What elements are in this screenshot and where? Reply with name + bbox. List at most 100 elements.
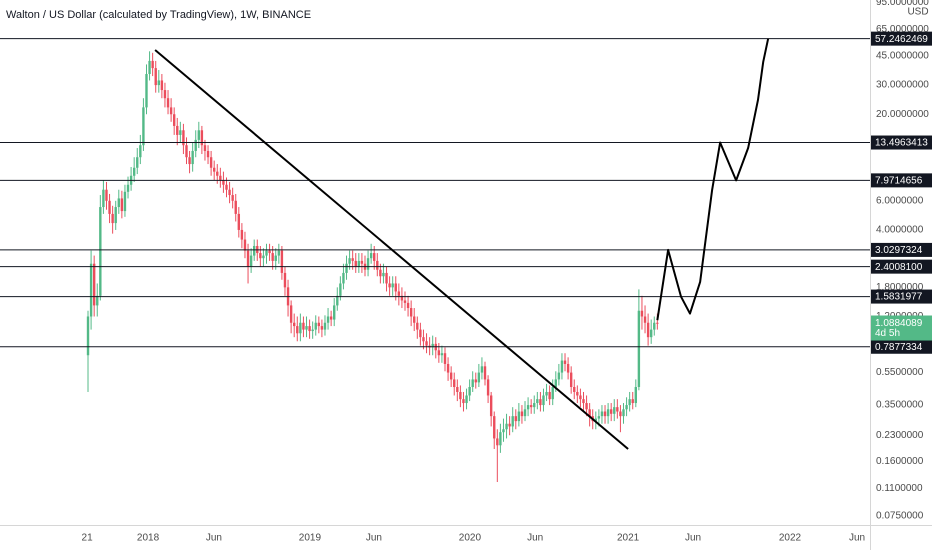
candle-body — [536, 399, 539, 404]
candle-body — [348, 258, 351, 264]
candle-body — [169, 107, 173, 115]
candle-body — [182, 130, 185, 146]
candle-body — [259, 253, 262, 259]
candle-body — [640, 310, 644, 317]
candle-body — [548, 391, 551, 400]
candle-body — [277, 250, 281, 256]
candle-body — [326, 316, 330, 323]
candle-body — [397, 291, 401, 296]
candle-body — [228, 189, 231, 196]
candle-body — [388, 283, 391, 288]
candle-body — [566, 363, 570, 373]
candle-body — [413, 316, 416, 323]
candle-body — [474, 379, 477, 383]
candle-body — [351, 258, 354, 261]
candle-body — [92, 263, 96, 306]
candle-body — [86, 316, 90, 356]
candle-body — [631, 399, 634, 404]
candle-body — [142, 107, 145, 146]
candle-body — [299, 322, 302, 334]
candle-body — [394, 283, 397, 292]
candle-body — [517, 411, 521, 422]
candle-body — [446, 363, 450, 373]
candle-body — [616, 407, 619, 412]
candle-body — [514, 416, 517, 422]
candle-body — [637, 310, 641, 388]
y-tick-label: 1.8000000 — [876, 282, 924, 293]
x-tick-label: Jun — [685, 533, 701, 544]
level-label: 57.2462469 — [875, 34, 928, 45]
candle-body — [329, 316, 333, 320]
y-tick-label: 0.1100000 — [876, 483, 923, 494]
candle-body — [409, 308, 413, 317]
level-label: 7.9714656 — [875, 176, 923, 187]
y-tick-label: 4.0000000 — [876, 225, 924, 236]
candle-body — [609, 409, 613, 414]
candle-body — [212, 167, 216, 172]
y-tick-label: 45.0000000 — [876, 51, 929, 62]
candle-body — [280, 250, 284, 273]
candle-body — [203, 145, 207, 151]
trend-line — [154, 49, 629, 450]
candle-body — [354, 260, 357, 267]
candle-body — [308, 326, 311, 332]
candle-body — [422, 337, 425, 342]
x-tick-label: 21 — [82, 533, 94, 544]
candle-body — [360, 260, 364, 264]
last-price-label: 1.0884089 — [875, 318, 923, 329]
chart-title: Walton / US Dollar (calculated by Tradin… — [6, 9, 311, 21]
candle-body — [132, 167, 136, 176]
candle-body — [511, 416, 514, 427]
candle-body — [656, 322, 659, 324]
candle-body — [529, 405, 533, 408]
candle-body — [206, 150, 210, 158]
level-label-box — [871, 242, 932, 257]
level-label: 1.5831977 — [875, 292, 923, 303]
candle-body — [262, 255, 265, 259]
candle-body — [419, 329, 422, 338]
candle-body — [403, 300, 407, 303]
candle-body — [333, 305, 336, 320]
candle-body — [89, 263, 93, 317]
candle-body — [274, 255, 277, 261]
x-tick-label: Jun — [206, 533, 222, 544]
candle-body — [209, 157, 213, 168]
candle-body — [191, 150, 194, 165]
candle-body — [240, 229, 244, 240]
candle-body — [526, 405, 530, 410]
x-tick-label: Jun — [366, 533, 382, 544]
candle-body — [225, 184, 228, 190]
candle-body — [336, 295, 339, 306]
candle-body — [600, 411, 604, 417]
candle-body — [194, 139, 197, 151]
candle-body — [117, 198, 120, 208]
candle-body — [99, 207, 102, 296]
candle-body — [243, 239, 247, 251]
level-label-box — [871, 31, 932, 46]
candle-body — [465, 395, 468, 404]
candle-body — [293, 322, 296, 327]
candle-body — [489, 395, 493, 417]
candle-body — [468, 387, 471, 396]
candle-body — [400, 295, 404, 301]
candle-body — [317, 322, 321, 327]
candle-body — [376, 260, 379, 270]
candle-body — [345, 263, 348, 273]
candle-body — [462, 399, 465, 404]
x-tick-label: Jun — [527, 533, 543, 544]
candle-body — [634, 387, 638, 404]
candle-body — [323, 322, 327, 330]
candle-body — [154, 68, 157, 86]
candle-body — [311, 329, 314, 332]
candle-body — [234, 200, 237, 214]
candle-body — [172, 114, 176, 126]
candle-body — [539, 399, 542, 406]
candle-body — [502, 429, 505, 433]
candle-body — [111, 213, 114, 224]
y-tick-label: 6.0000000 — [876, 195, 924, 206]
candle-body — [139, 145, 142, 158]
candle-body — [585, 403, 588, 410]
candle-body — [222, 180, 225, 185]
candle-body — [579, 395, 582, 400]
